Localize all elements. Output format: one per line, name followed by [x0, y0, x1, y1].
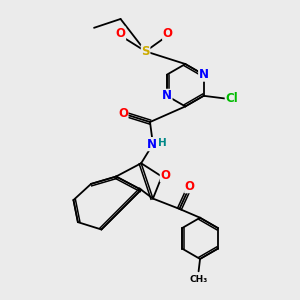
Text: N: N — [146, 138, 157, 151]
Text: S: S — [141, 45, 150, 58]
Text: O: O — [163, 27, 173, 40]
Text: Cl: Cl — [225, 92, 238, 105]
Text: O: O — [185, 180, 195, 193]
Text: N: N — [162, 89, 172, 102]
Text: O: O — [160, 169, 170, 182]
Text: H: H — [158, 138, 167, 148]
Text: O: O — [118, 107, 128, 120]
Text: N: N — [199, 68, 209, 81]
Text: CH₃: CH₃ — [190, 275, 208, 284]
Text: O: O — [116, 27, 126, 40]
